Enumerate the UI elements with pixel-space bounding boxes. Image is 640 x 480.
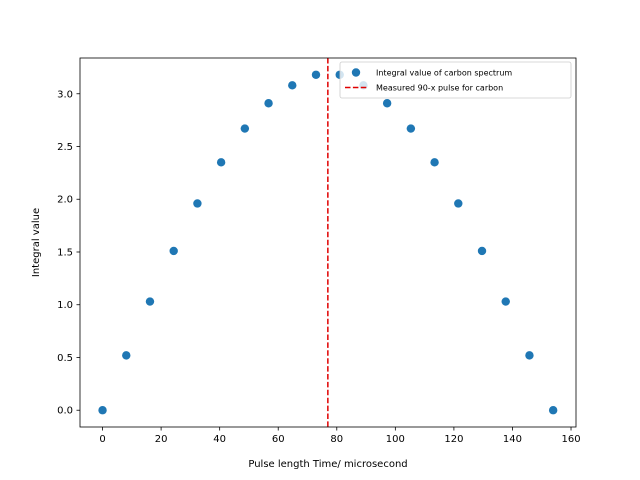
x-tick-label: 40: [213, 434, 226, 445]
y-axis: 0.0 0.5 1.0 1.5 2.0 2.5 3.0: [57, 89, 80, 417]
axes-frame: [79, 57, 577, 428]
y-tick-label: 0.0: [57, 406, 73, 417]
data-point: [264, 99, 273, 108]
data-point: [382, 99, 392, 108]
x-tick-label: 120: [444, 434, 463, 445]
data-point: [311, 70, 321, 79]
x-tick-label: 140: [503, 434, 522, 445]
legend: Integral value of carbon spectrum Measur…: [339, 61, 572, 99]
data-point: [501, 297, 510, 306]
y-tick-label: 1.5: [57, 247, 73, 258]
x-tick-label: 100: [386, 434, 405, 445]
data-point: [169, 246, 178, 256]
y-axis-label: Integral value: [31, 208, 42, 277]
x-tick-label: 80: [330, 434, 343, 445]
data-point: [193, 199, 202, 208]
data-point: [430, 158, 439, 167]
legend-label-vline: Measured 90-x pulse for carbon: [376, 84, 503, 93]
legend-marker-scatter: [351, 68, 361, 77]
y-tick-label: 0.5: [57, 353, 73, 364]
x-tick-label: 0: [99, 434, 105, 445]
data-point: [98, 406, 107, 415]
x-axis-label: Pulse length Time/ microsecond: [248, 459, 407, 470]
data-point: [288, 81, 297, 90]
x-tick-label: 60: [272, 434, 285, 445]
data-point: [477, 246, 487, 256]
data-point: [216, 158, 226, 167]
legend-label-scatter: Integral value of carbon spectrum: [376, 69, 512, 78]
data-point: [145, 297, 155, 306]
y-tick-label: 2.5: [57, 142, 73, 153]
data-point: [406, 124, 416, 133]
x-tick-label: 160: [561, 434, 580, 445]
y-tick-label: 3.0: [57, 89, 73, 100]
legend-box: [339, 61, 572, 99]
x-axis: 0 20 40 60 80 100 120 140 160: [99, 427, 581, 445]
data-point: [240, 124, 250, 133]
x-tick-label: 20: [155, 434, 168, 445]
data-point: [122, 351, 131, 360]
data-point: [548, 406, 558, 415]
data-point: [454, 199, 463, 208]
y-tick-label: 2.0: [57, 195, 73, 206]
y-tick-label: 1.0: [57, 300, 73, 311]
data-point: [525, 351, 534, 360]
